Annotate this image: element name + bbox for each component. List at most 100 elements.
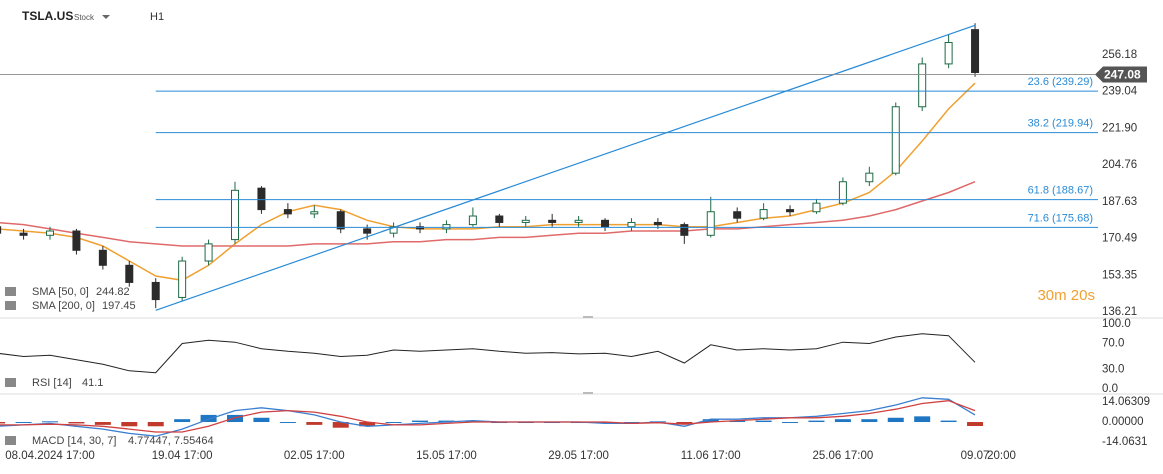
candle-body <box>336 211 345 230</box>
y-tick-label: -14.0631 <box>1102 436 1147 448</box>
candle-body <box>918 63 927 108</box>
histogram-bar <box>174 419 191 423</box>
x-tick-label: 19.04 17:00 <box>152 450 213 462</box>
candle-body <box>0 226 2 234</box>
y-tick-label: 136.21 <box>1102 306 1137 318</box>
histogram-bar <box>834 419 851 423</box>
histogram-bar <box>68 422 85 424</box>
macd-line <box>0 397 976 437</box>
histogram-bar <box>121 422 138 427</box>
legend-icon <box>5 287 16 296</box>
histogram-bar <box>200 414 217 423</box>
histogram-bar <box>253 417 270 423</box>
x-tick-label: 25.06 17:00 <box>813 450 874 462</box>
y-tick-label: 170.49 <box>1102 233 1137 245</box>
histogram-bar <box>861 419 878 423</box>
legend-icon <box>5 301 16 310</box>
timeframe[interactable]: H1 <box>150 11 164 23</box>
histogram-bar <box>676 422 693 425</box>
candle-body <box>125 264 134 283</box>
candle-body <box>759 209 768 219</box>
fib-label: 71.6 (175.68) <box>1028 212 1093 224</box>
x-tick-label: 20:00 <box>987 450 1016 462</box>
trend-line <box>155 24 976 311</box>
histogram-bar <box>597 422 614 424</box>
candle-body <box>72 230 81 251</box>
y-tick-label: 239.04 <box>1102 86 1138 98</box>
y-tick-label: 221.90 <box>1102 122 1137 134</box>
histogram-bar <box>385 422 402 424</box>
histogram-bar <box>464 420 481 423</box>
histogram-bar <box>359 422 376 427</box>
y-tick-label: 0.00000 <box>1102 416 1144 428</box>
histogram-bar <box>782 422 799 424</box>
candle-body <box>257 187 266 211</box>
candle-body <box>363 228 372 234</box>
candle-body <box>283 209 292 215</box>
fib-label: 38.2 (219.94) <box>1028 118 1093 130</box>
candle-body <box>151 281 160 301</box>
candle-body <box>891 106 900 174</box>
histogram-bar <box>332 422 349 428</box>
candle-body <box>310 211 319 215</box>
legend-text: RSI [14] <box>32 377 72 389</box>
legend-text: 41.1 <box>82 377 103 389</box>
histogram-bar <box>887 417 904 423</box>
y-tick-label: 100.0 <box>1102 318 1131 330</box>
legend-text: 4.77447, 7.55464 <box>128 435 214 447</box>
candle-body <box>971 29 980 73</box>
macd-line <box>0 400 976 433</box>
candle-body <box>653 221 662 226</box>
y-tick-label: 153.35 <box>1102 269 1137 281</box>
legend-text: SMA [50, 0] <box>32 286 89 298</box>
histogram-bar <box>702 419 719 423</box>
y-tick-label: 14.06309 <box>1102 396 1150 408</box>
x-tick-label: 15.05 17:00 <box>416 450 477 462</box>
histogram-bar <box>755 420 772 423</box>
candle-body <box>178 260 187 298</box>
symbol[interactable]: TSLA.US <box>22 9 73 23</box>
histogram-bar <box>0 422 6 424</box>
histogram-bar <box>279 422 296 424</box>
legend-icon <box>5 436 16 445</box>
last-price-label: 247.08 <box>1104 68 1141 82</box>
asset-type: Stock <box>74 13 95 22</box>
candle-body <box>812 202 821 213</box>
candle-body <box>574 219 583 223</box>
candle-body <box>786 209 795 213</box>
legend-text: MACD [14, 30, 7] <box>32 435 116 447</box>
fib-label: 61.8 (188.67) <box>1028 184 1093 196</box>
legend-text: SMA [200, 0] <box>32 300 95 312</box>
x-tick-label: 08.04.2024 17:00 <box>5 450 95 462</box>
candle-body <box>46 230 54 236</box>
histogram-bar <box>306 422 323 425</box>
panel-handle[interactable] <box>583 392 593 394</box>
panel-handle[interactable] <box>583 316 593 318</box>
dropdown-arrow[interactable] <box>102 15 110 19</box>
candle-body <box>548 219 557 223</box>
histogram-bar <box>623 422 640 424</box>
x-tick-label: 09.07 <box>961 450 990 462</box>
candle-body <box>865 172 874 183</box>
x-tick-label: 29.05 17:00 <box>548 450 609 462</box>
histogram-bar <box>15 422 32 424</box>
candle-body <box>944 41 953 65</box>
histogram-bar <box>808 420 825 423</box>
y-tick-label: 204.76 <box>1102 159 1137 171</box>
histogram-bar <box>412 420 429 423</box>
candle-body <box>495 215 504 223</box>
sma-line <box>0 181 976 247</box>
histogram-bar <box>940 420 957 423</box>
y-tick-label: 256.18 <box>1102 49 1137 61</box>
legend-icon <box>5 378 16 387</box>
rsi-line <box>0 333 976 374</box>
y-tick-label: 187.63 <box>1102 196 1137 208</box>
candle-body <box>98 249 107 266</box>
x-tick-label: 02.05 17:00 <box>284 450 345 462</box>
last-price-tag <box>1095 66 1147 83</box>
candle-body <box>442 224 451 230</box>
candle-body <box>706 211 715 236</box>
candle-body <box>838 181 847 204</box>
fib-label: 23.6 (239.29) <box>1028 76 1093 88</box>
